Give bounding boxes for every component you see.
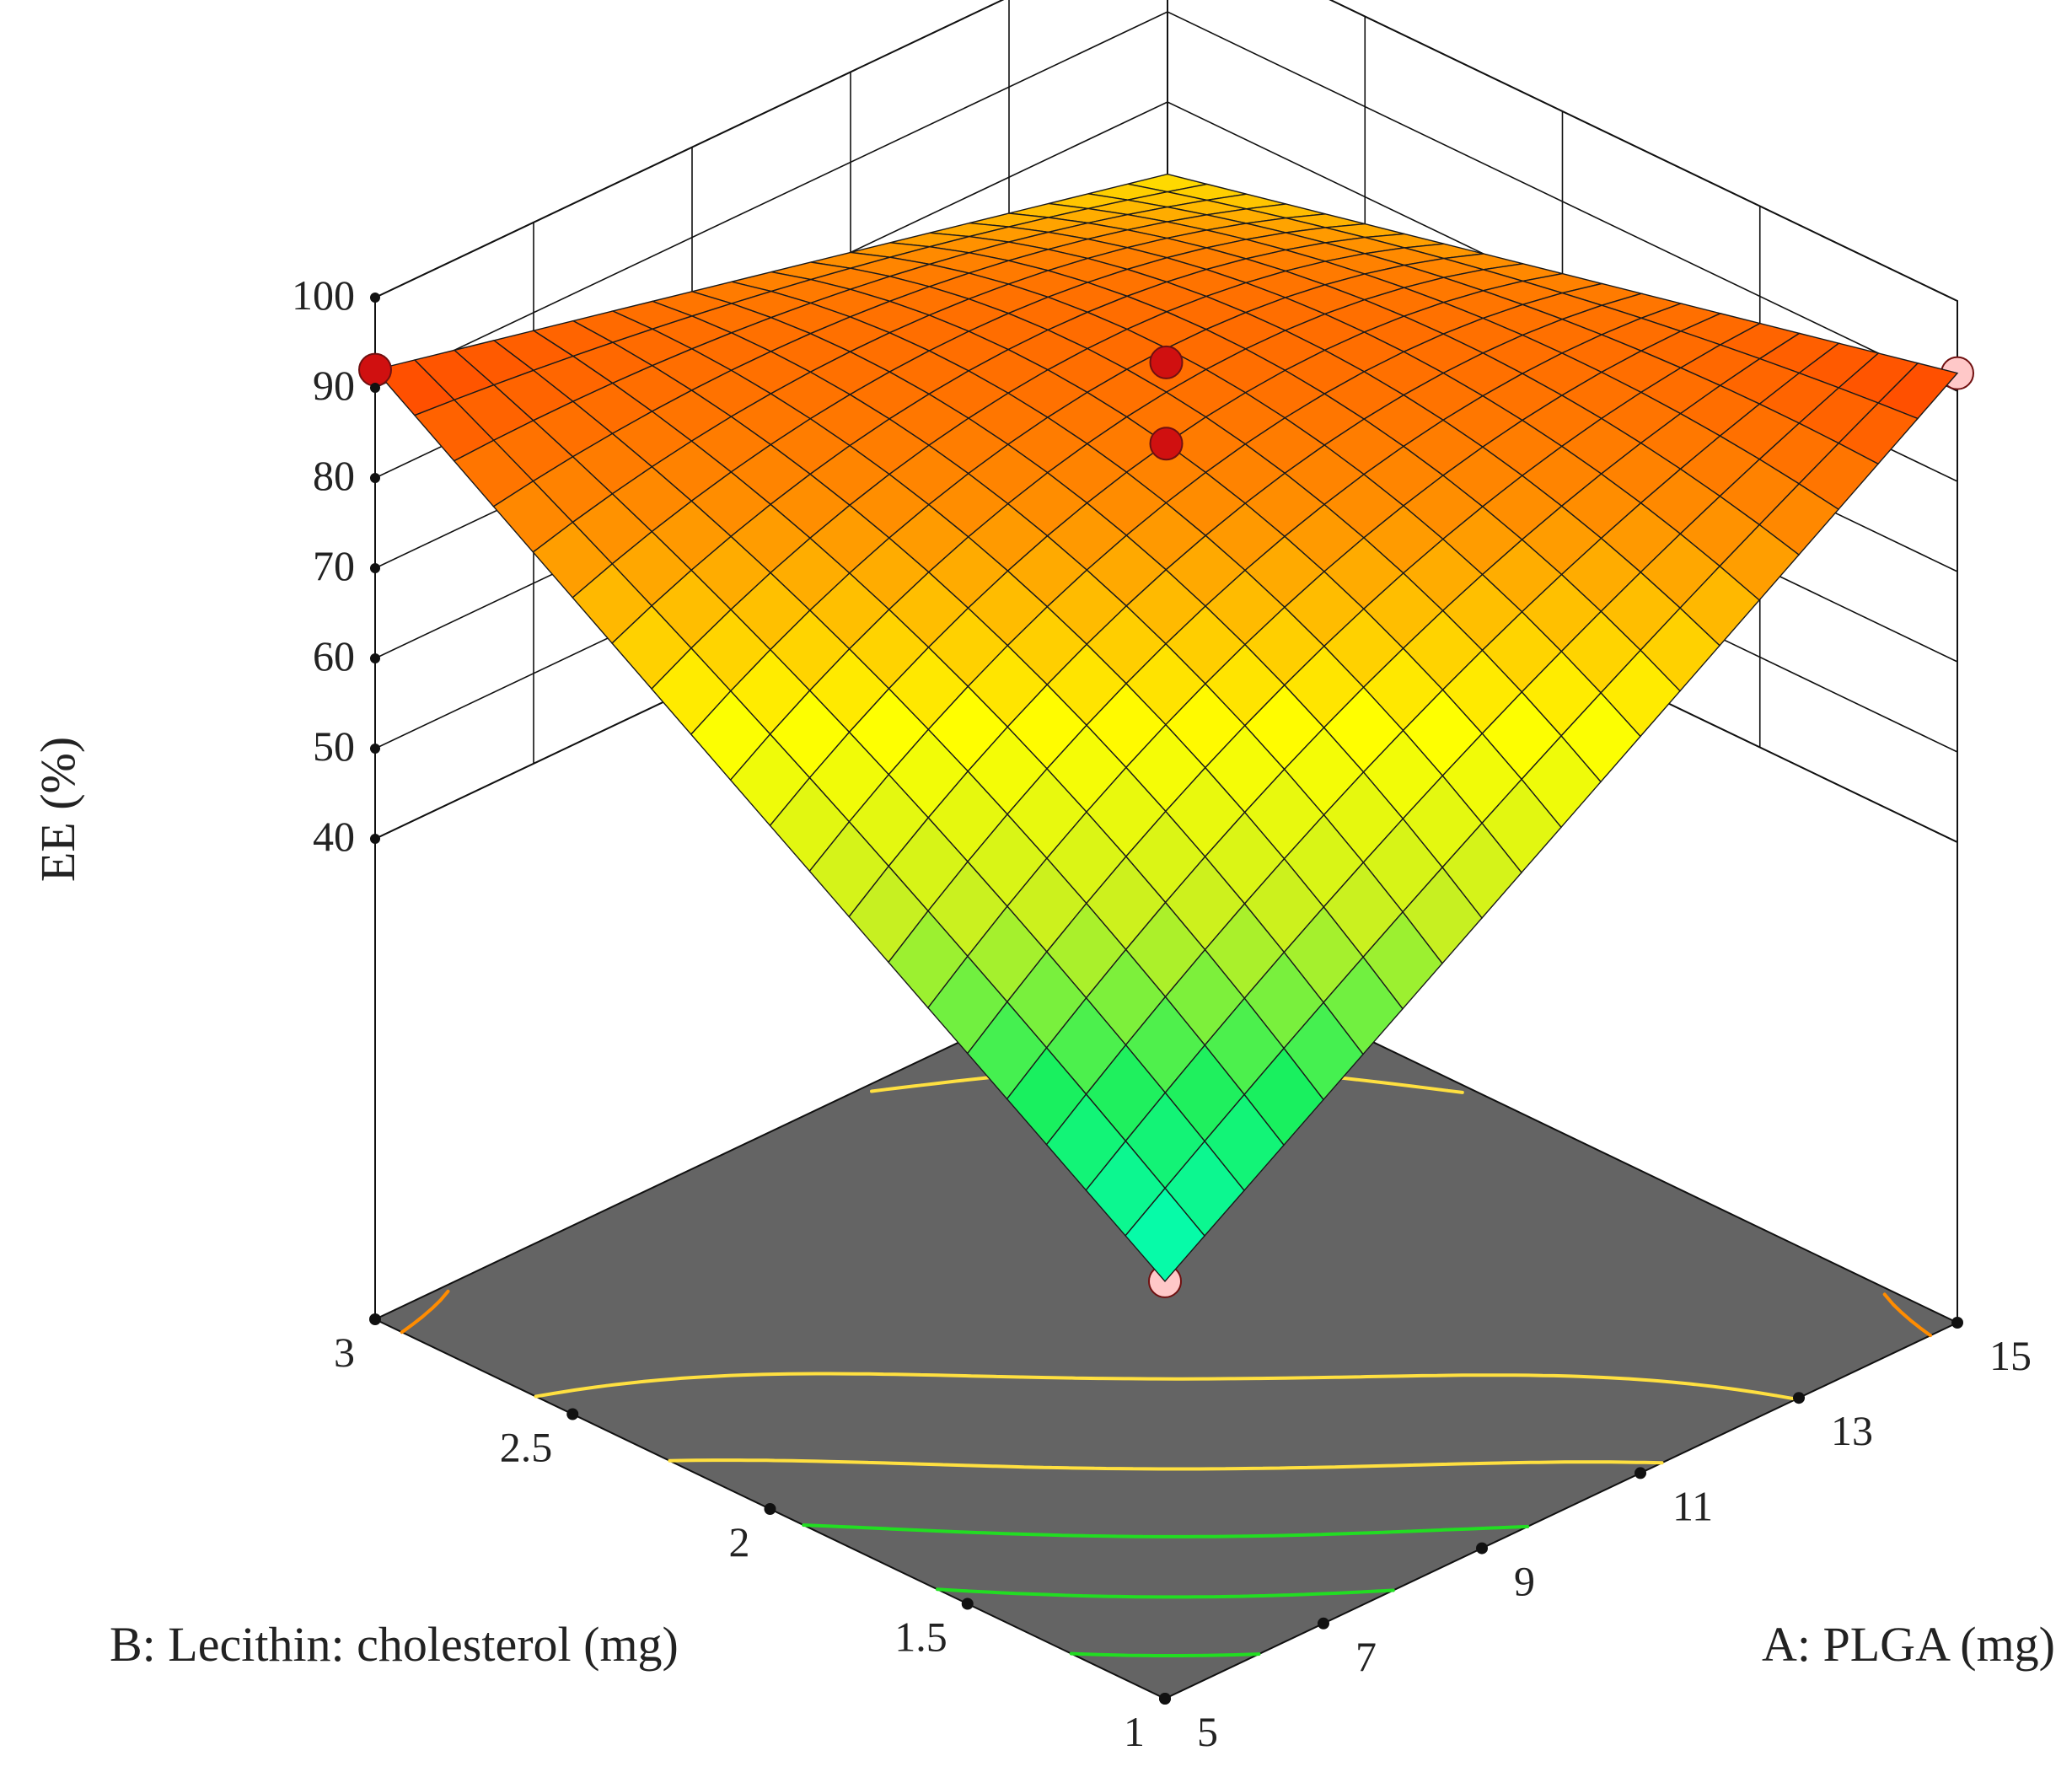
y-tick-label: 2 — [729, 1518, 750, 1565]
contour-line — [668, 1458, 1664, 1471]
z-axis-title: EE (%) — [30, 737, 85, 882]
x-tick-label: 15 — [1989, 1332, 2032, 1379]
y-axis-title: B: Lecithin: cholesterol (mg) — [110, 1617, 679, 1672]
x-axis-title: A: PLGA (mg) — [1762, 1617, 2055, 1672]
z-tick-mark — [370, 293, 380, 303]
z-tick-mark — [370, 653, 380, 663]
z-tick-label: 40 — [313, 813, 355, 860]
z-tick-mark — [370, 834, 380, 844]
x-tick-label: 7 — [1355, 1633, 1377, 1680]
x-tick-mark — [1318, 1617, 1329, 1630]
z-tick-label: 50 — [313, 722, 355, 770]
y-tick-label: 2.5 — [500, 1424, 553, 1471]
y-tick-label: 3 — [334, 1329, 355, 1376]
z-tick-label: 70 — [313, 542, 355, 589]
x-tick-label: 5 — [1197, 1708, 1218, 1755]
contour-line — [400, 1289, 1933, 1338]
z-tick-label: 100 — [292, 271, 355, 319]
x-tick-label: 13 — [1831, 1407, 1873, 1454]
z-tick-label: 80 — [313, 452, 355, 499]
x-tick-mark — [1476, 1542, 1488, 1555]
y-tick-label: 1 — [1124, 1708, 1145, 1755]
axis-labels: EE (%) B: Lecithin: cholesterol (mg) A: … — [30, 737, 2055, 1672]
x-tick-mark — [1951, 1317, 1963, 1329]
response-surface — [373, 173, 1959, 1282]
design-point-above — [358, 352, 392, 387]
z-tick-mark — [370, 744, 380, 754]
x-tick-mark — [1635, 1467, 1646, 1479]
z-tick-mark — [370, 383, 380, 393]
y-tick-mark — [961, 1597, 974, 1610]
x-tick-mark — [1793, 1392, 1805, 1404]
x-tick-label: 9 — [1514, 1558, 1535, 1605]
y-tick-mark — [764, 1503, 776, 1515]
design-point-above — [1149, 427, 1184, 461]
z-tick-label: 90 — [313, 362, 355, 409]
z-tick-label: 60 — [313, 632, 355, 679]
wall-gridline-z — [374, 0, 1958, 302]
x-tick-label: 11 — [1672, 1482, 1713, 1529]
design-points-above — [358, 345, 1184, 461]
contour-line — [1069, 1651, 1261, 1657]
design-point-above — [1149, 345, 1184, 379]
y-tick-label: 1.5 — [894, 1614, 947, 1661]
contour-line — [802, 1523, 1530, 1538]
y-tick-mark — [369, 1313, 381, 1325]
z-tick-mark — [370, 473, 380, 483]
contour-line — [936, 1587, 1395, 1599]
z-tick-mark — [370, 563, 380, 573]
y-tick-mark — [1159, 1693, 1171, 1705]
axis-ticks: 40 50 60 70 80 90 100 5 7 9 11 13 15 1 1.5 2 2.5 3 — [292, 271, 2032, 1755]
surface-cell — [1125, 1187, 1205, 1282]
y-tick-mark — [566, 1408, 579, 1420]
